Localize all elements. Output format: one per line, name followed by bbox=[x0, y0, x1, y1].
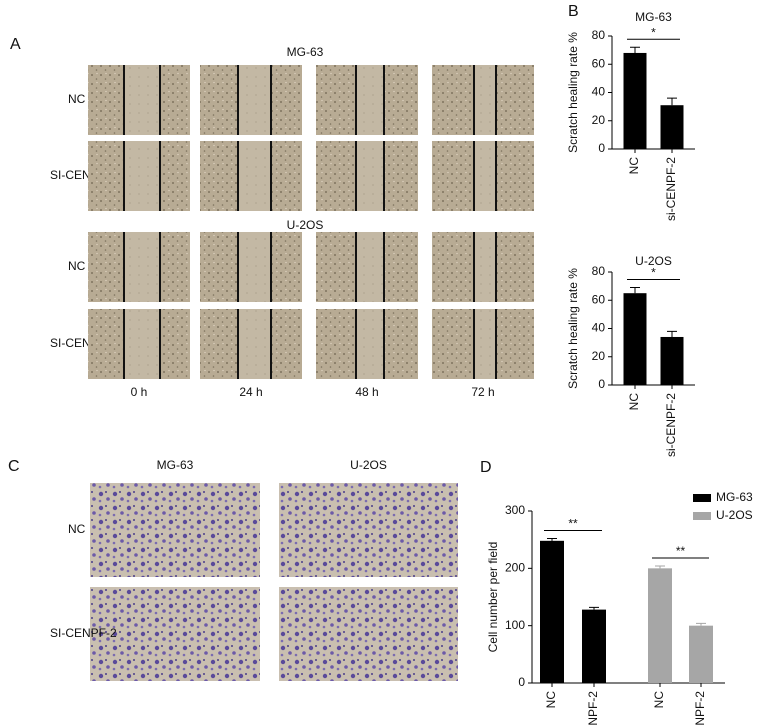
invasion-image bbox=[90, 587, 260, 681]
time-label: 48 h bbox=[355, 385, 378, 399]
y-tick-label: 0 bbox=[598, 141, 605, 155]
panel-label: A bbox=[10, 36, 21, 53]
bar bbox=[623, 52, 647, 150]
invasion-image bbox=[279, 483, 458, 577]
row-label: NC bbox=[68, 92, 86, 106]
time-label: 24 h bbox=[239, 385, 262, 399]
scratch-gap bbox=[238, 309, 271, 379]
scratch-gap bbox=[124, 309, 160, 379]
legend-label: U-2OS bbox=[716, 508, 753, 522]
legend-swatch bbox=[693, 494, 711, 502]
row-label: SI-CENPF-2 bbox=[50, 626, 117, 640]
x-tick-label: si-CENPF-2 bbox=[664, 157, 678, 221]
significance-label: * bbox=[651, 266, 656, 280]
scratch-gap bbox=[474, 309, 496, 379]
y-tick-label: 60 bbox=[592, 292, 606, 306]
bar bbox=[689, 625, 713, 683]
y-tick-label: 100 bbox=[505, 618, 525, 632]
scratch-gap bbox=[238, 232, 271, 302]
cell-line-label: MG-63 bbox=[287, 45, 324, 59]
panel-label: C bbox=[8, 458, 20, 475]
y-tick-label: 40 bbox=[592, 321, 606, 335]
cell-line-label: U-2OS bbox=[287, 218, 324, 232]
x-tick-label: si-CENPF-2 bbox=[664, 393, 678, 457]
x-tick-label: NC bbox=[627, 393, 641, 411]
significance-label: ** bbox=[568, 517, 578, 531]
chart-title: U-2OS bbox=[635, 254, 672, 268]
y-axis-label: Scratch healing rate % bbox=[566, 268, 580, 389]
scratch-gap bbox=[124, 232, 160, 302]
bar bbox=[540, 540, 564, 683]
x-tick-label: si-CENPF-2 bbox=[586, 691, 600, 725]
chart-title: MG-63 bbox=[635, 10, 672, 24]
y-tick-label: 60 bbox=[592, 56, 606, 70]
error-bar bbox=[655, 565, 665, 569]
bar bbox=[623, 293, 647, 385]
significance-label: * bbox=[651, 25, 656, 39]
panel-label: D bbox=[480, 459, 492, 476]
scratch-gap bbox=[238, 65, 271, 135]
scratch-gap bbox=[474, 65, 496, 135]
error-bar bbox=[547, 538, 557, 541]
invasion-image bbox=[279, 587, 458, 681]
y-tick-label: 80 bbox=[592, 264, 606, 278]
scratch-gap bbox=[124, 141, 160, 211]
bar bbox=[648, 568, 672, 683]
error-bar bbox=[667, 330, 677, 337]
panel-label: B bbox=[568, 3, 579, 20]
error-bar bbox=[589, 606, 599, 610]
legend-label: MG-63 bbox=[716, 490, 753, 504]
significance-label: ** bbox=[676, 544, 686, 558]
error-bar bbox=[630, 46, 640, 53]
error-bar bbox=[696, 622, 706, 626]
y-tick-label: 40 bbox=[592, 85, 606, 99]
y-tick-label: 20 bbox=[592, 349, 606, 363]
scratch-gap bbox=[356, 232, 384, 302]
scratch-gap bbox=[474, 232, 496, 302]
scratch-gap bbox=[124, 65, 160, 135]
scratch-gap bbox=[356, 141, 384, 211]
y-tick-label: 300 bbox=[505, 503, 525, 517]
bar bbox=[660, 105, 684, 149]
time-label: 72 h bbox=[471, 385, 494, 399]
error-bar bbox=[630, 287, 640, 294]
legend-swatch bbox=[693, 512, 711, 520]
scratch-gap bbox=[238, 141, 271, 211]
scratch-gap bbox=[356, 309, 384, 379]
x-tick-label: NC bbox=[544, 691, 558, 709]
cell-line-label: MG-63 bbox=[157, 458, 194, 472]
error-bar bbox=[667, 97, 677, 106]
bar bbox=[660, 336, 684, 385]
x-tick-label: si-CENPF-2 bbox=[693, 691, 707, 725]
row-label: NC bbox=[68, 259, 86, 273]
y-axis-label: Cell number per field bbox=[486, 542, 500, 653]
y-tick-label: 0 bbox=[518, 675, 525, 689]
y-tick-label: 80 bbox=[592, 28, 606, 42]
x-tick-label: NC bbox=[652, 691, 666, 709]
cell-line-label: U-2OS bbox=[350, 458, 387, 472]
invasion-image bbox=[90, 483, 260, 577]
y-axis-label: Scratch healing rate % bbox=[566, 32, 580, 153]
y-tick-label: 20 bbox=[592, 113, 606, 127]
scratch-gap bbox=[356, 65, 384, 135]
y-tick-label: 200 bbox=[505, 561, 525, 575]
x-tick-label: NC bbox=[627, 157, 641, 175]
row-label: NC bbox=[68, 522, 86, 536]
scratch-gap bbox=[474, 141, 496, 211]
y-tick-label: 0 bbox=[598, 377, 605, 391]
bar bbox=[582, 609, 606, 683]
time-label: 0 h bbox=[131, 385, 148, 399]
